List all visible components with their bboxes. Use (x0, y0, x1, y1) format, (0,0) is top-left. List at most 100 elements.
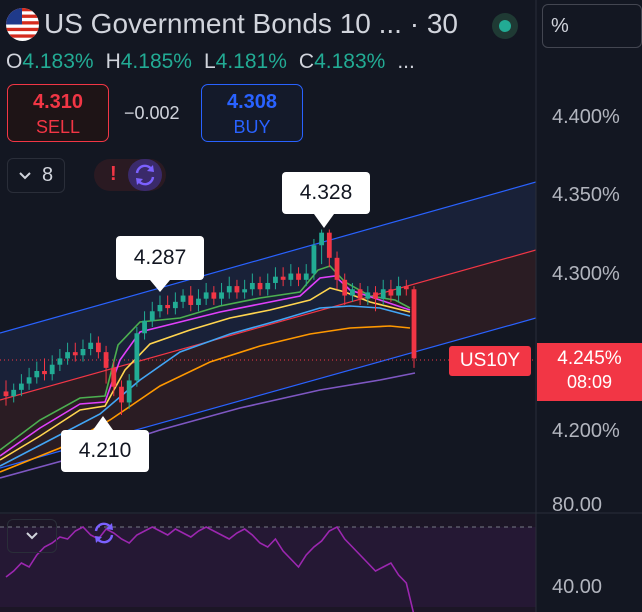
buy-button[interactable]: 4.308 BUY (201, 84, 303, 142)
candle-body (103, 352, 109, 368)
candle-body (157, 304, 163, 312)
more-indicator[interactable]: ... (397, 50, 415, 73)
candle-body (180, 295, 186, 302)
candle-body (142, 320, 147, 334)
market-open-icon (492, 13, 518, 39)
candle-body (165, 304, 171, 309)
candle-body (18, 383, 24, 390)
candle-body (296, 273, 301, 280)
candle-body (249, 282, 255, 290)
candle-body (234, 286, 240, 293)
rsi-band (0, 527, 536, 607)
candle-body (149, 311, 155, 321)
candle-body (357, 289, 363, 299)
candle-body (257, 282, 263, 290)
high-value: 4.185% (120, 50, 192, 73)
candle-body (34, 371, 40, 378)
warning-icon[interactable]: ! (110, 163, 117, 185)
candle-body (365, 292, 371, 299)
rsi-axis-tick: 80.00 (552, 494, 603, 516)
rsi-collapse-button[interactable] (7, 519, 57, 553)
candle-body (72, 352, 78, 356)
sell-button[interactable]: 4.310 SELL (7, 84, 109, 142)
candle-body (49, 364, 55, 375)
callout-low: 4.210 (61, 430, 149, 472)
bar-countdown: 08:09 (566, 372, 613, 392)
sell-label: SELL (35, 117, 81, 137)
rsi-line (5, 525, 415, 612)
rsi-sync-icon[interactable] (90, 519, 118, 547)
chevron-down-icon (19, 171, 31, 179)
candle-body (326, 232, 332, 258)
price-axis-tick: 4.300% (552, 263, 620, 285)
candle-body (26, 377, 32, 384)
candle-body (95, 342, 101, 353)
candle-body (388, 289, 394, 296)
candle-body (126, 380, 132, 403)
symbol-price-tag: US10Y (449, 346, 531, 376)
candle-body (373, 292, 378, 299)
candle-body (219, 292, 224, 299)
candle-body (80, 348, 86, 356)
candle-body (65, 352, 70, 359)
channel-upper-line (0, 181, 536, 334)
candle-body (342, 279, 348, 296)
symbol-title[interactable]: US Government Bonds 10 ... · 30 (44, 8, 458, 39)
callout-mid-high: 4.287 (116, 236, 204, 280)
callout-high-pointer (314, 214, 334, 228)
candle-body (273, 276, 278, 283)
candle-body (172, 301, 178, 309)
callout-high: 4.328 (282, 172, 370, 214)
price-axis-tick: 4.400% (552, 106, 620, 128)
last-price-value: 4.245% (557, 348, 622, 369)
candle-body (119, 386, 124, 403)
low-label: L (203, 50, 216, 73)
candle-body (134, 333, 140, 381)
rsi-axis-tick: 40.00 (552, 576, 603, 598)
buy-price: 4.308 (226, 91, 278, 113)
candle-body (88, 342, 94, 349)
low-value: 4.181% (215, 50, 287, 73)
candle-body (3, 391, 9, 397)
ohlc-legend: O4.183% H4.185% L4.181% C4.183%... (6, 50, 415, 74)
candle-body (303, 273, 309, 280)
sync-icon[interactable] (128, 159, 162, 191)
candle-body (334, 257, 340, 280)
alert-group[interactable]: ! (94, 159, 166, 191)
ma-line-green (0, 265, 411, 451)
candle-body (411, 289, 417, 359)
candle-body (280, 276, 286, 280)
open-value: 4.183% (22, 50, 94, 73)
callout-low-pointer (93, 416, 113, 430)
callout-mid-pointer (150, 280, 170, 292)
price-axis-tick: 4.200% (552, 420, 620, 442)
candle-body (319, 232, 325, 246)
chevron-down-icon (26, 532, 38, 540)
candle-body (242, 289, 248, 293)
candle-body (288, 273, 294, 280)
indicators-toggle-button[interactable]: 8 (7, 158, 65, 193)
price-axis-tick: 4.350% (552, 184, 620, 206)
open-label: O (6, 50, 23, 73)
candle-body (403, 286, 409, 290)
candle-body (226, 286, 232, 293)
candles (3, 229, 417, 416)
us-flag-icon (6, 8, 39, 41)
candle-body (380, 289, 386, 299)
candle-body (211, 292, 217, 299)
channel-mid-line (0, 249, 536, 401)
candle-body (188, 295, 194, 305)
scale-toggle-button[interactable]: % (542, 4, 642, 48)
high-label: H (105, 50, 121, 73)
close-label: C (298, 50, 315, 73)
indicator-count: 8 (42, 164, 54, 186)
candle-body (311, 245, 317, 274)
candle-body (111, 367, 117, 387)
candle-body (57, 358, 63, 365)
last-price-tag: 4.245% 08:09 (537, 343, 642, 401)
candle-body (42, 371, 47, 375)
sell-price: 4.310 (32, 91, 84, 113)
candle-body (396, 286, 402, 296)
close-value: 4.183% (314, 50, 386, 73)
